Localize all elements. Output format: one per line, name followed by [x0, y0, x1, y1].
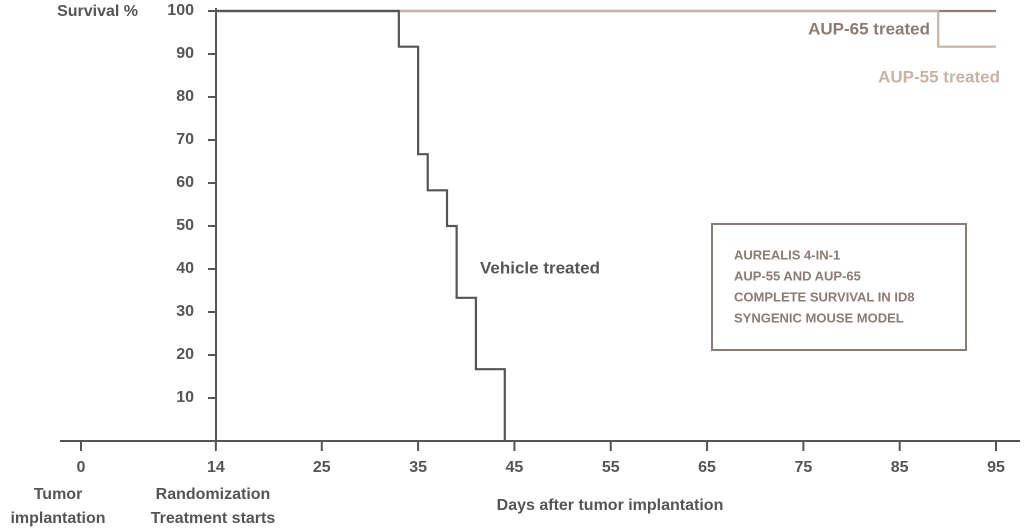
x-annotation: Tumor — [34, 486, 83, 503]
y-tick-label: 50 — [176, 217, 194, 234]
y-tick-label: 70 — [176, 131, 194, 148]
y-tick-label: 80 — [176, 88, 194, 105]
x-tick-label: 55 — [602, 459, 620, 476]
y-tick-label: 10 — [176, 389, 194, 406]
series-label: AUP-55 treated — [878, 67, 1000, 86]
y-tick-label: 20 — [176, 346, 194, 363]
x-tick-label: 45 — [506, 459, 524, 476]
x-tick-label: 65 — [698, 459, 716, 476]
box-text: AUREALIS 4-IN-1 — [734, 247, 840, 262]
box-text: SYNGENIC MOUSE MODEL — [734, 310, 904, 325]
x-annotation: implantation — [10, 510, 105, 527]
x-tick-label: 85 — [891, 459, 909, 476]
x-annotation: Randomization — [156, 486, 271, 503]
y-axis-label: Survival % — [57, 3, 138, 20]
x-tick-label: 95 — [987, 459, 1005, 476]
x-tick-label: 35 — [409, 459, 427, 476]
x-axis-label: Days after tumor implantation — [497, 497, 724, 514]
x-tick-label: 0 — [77, 459, 86, 476]
x-tick-label: 25 — [313, 459, 331, 476]
survival-line — [215, 9, 996, 48]
annotation-box: AUREALIS 4-IN-1 AUP-55 AND AUP-65 COMPLETE… — [711, 223, 967, 351]
x-tick-label: 75 — [794, 459, 812, 476]
series-label: AUP-65 treated — [808, 19, 930, 38]
x-tick-label: 14 — [207, 459, 225, 476]
y-tick-label: 100 — [167, 2, 194, 19]
y-tick-label: 30 — [176, 303, 194, 320]
x-annotation: Treatment starts — [151, 510, 276, 527]
y-tick-label: 90 — [176, 45, 194, 62]
survival-line — [215, 9, 506, 441]
y-tick-label: 60 — [176, 174, 194, 191]
box-frame — [711, 223, 967, 351]
box-text: COMPLETE SURVIVAL IN ID8 — [734, 289, 915, 304]
box-text: AUP-55 AND AUP-65 — [734, 268, 861, 283]
y-tick-label: 40 — [176, 260, 194, 277]
series-label: Vehicle treated — [480, 258, 600, 277]
